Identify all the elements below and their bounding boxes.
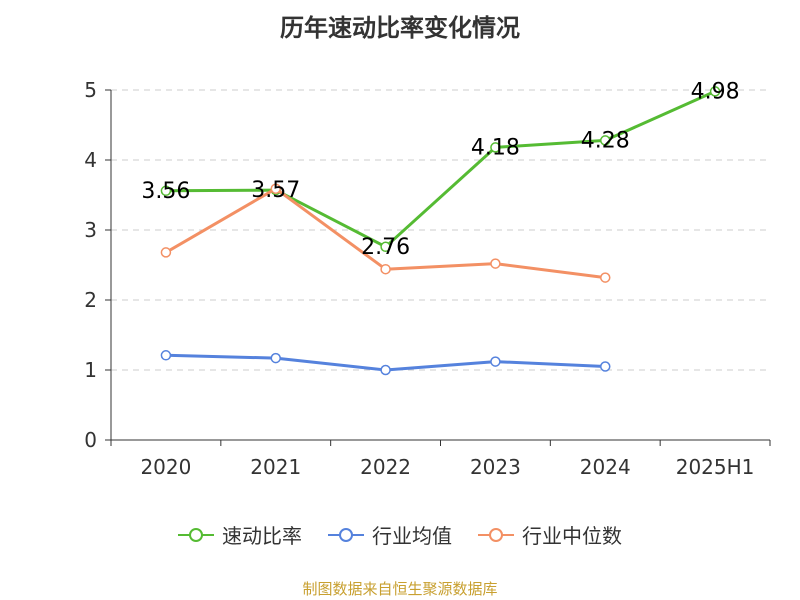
series-point-2 bbox=[490, 258, 501, 269]
legend-marker-industry-median-icon bbox=[478, 527, 514, 542]
data-label: 4.18 bbox=[471, 135, 520, 160]
y-tick-label: 5 bbox=[84, 78, 97, 102]
legend-marker-industry-mean-icon bbox=[328, 527, 364, 542]
series-point-0 bbox=[490, 142, 501, 153]
label-layer: 3.56 3.57 2.76 4.18 4.28 4.98 bbox=[141, 79, 739, 259]
data-label: 3.56 bbox=[141, 179, 190, 204]
x-tick-label: 2021 bbox=[250, 455, 301, 479]
grid-layer bbox=[111, 89, 770, 371]
series-point-2 bbox=[600, 272, 611, 283]
legend-label-industry-mean: 行业均值 bbox=[372, 524, 452, 548]
series-point-0 bbox=[709, 86, 721, 97]
legend-item-industry-median[interactable]: 行业中位数 bbox=[478, 520, 622, 549]
legend: 速动比率 行业均值 行业中位数 bbox=[0, 520, 800, 549]
legend-marker-quick-ratio-icon bbox=[178, 527, 214, 542]
series-point-2 bbox=[270, 183, 281, 194]
data-label: 2.76 bbox=[361, 235, 410, 260]
x-tick-label: 2023 bbox=[470, 455, 521, 479]
series-point-2 bbox=[160, 247, 172, 258]
chart-title: 历年速动比率变化情况 bbox=[280, 14, 520, 42]
x-tick-label: 2020 bbox=[140, 455, 191, 479]
series-point-1 bbox=[160, 350, 172, 361]
series-line-0 bbox=[165, 90, 716, 249]
data-label: 4.28 bbox=[581, 128, 630, 153]
series-point-0 bbox=[600, 135, 611, 146]
series-point-1 bbox=[380, 364, 391, 376]
data-label: 4.98 bbox=[691, 79, 740, 104]
y-tick-label: 0 bbox=[84, 428, 97, 452]
legend-label-quick-ratio: 速动比率 bbox=[222, 524, 302, 548]
data-label: 3.57 bbox=[251, 178, 300, 203]
series-point-1 bbox=[270, 352, 281, 364]
series-layer bbox=[160, 86, 721, 376]
y-tick-label: 4 bbox=[84, 148, 97, 172]
y-tick-label: 2 bbox=[84, 288, 97, 312]
y-tick-label: 1 bbox=[84, 358, 97, 382]
series-point-2 bbox=[380, 263, 391, 275]
series-point-1 bbox=[600, 361, 611, 372]
series-point-0 bbox=[160, 185, 172, 197]
series-point-1 bbox=[490, 356, 501, 367]
legend-label-industry-median: 行业中位数 bbox=[522, 524, 622, 548]
x-tick-label: 2022 bbox=[360, 455, 411, 479]
series-point-0 bbox=[380, 241, 391, 253]
legend-item-quick-ratio[interactable]: 速动比率 bbox=[178, 520, 302, 549]
x-tick-label: 2025H1 bbox=[676, 455, 755, 479]
y-tick-label: 3 bbox=[84, 218, 97, 242]
axis-layer: 0 1 2 3 4 5 2020 2021 2022 2023 2024 2025H1 bbox=[84, 78, 771, 479]
x-tick-label: 2024 bbox=[580, 455, 631, 479]
source-note: 制图数据来自恒生聚源数据库 bbox=[302, 580, 498, 598]
legend-item-industry-mean[interactable]: 行业均值 bbox=[328, 520, 452, 549]
